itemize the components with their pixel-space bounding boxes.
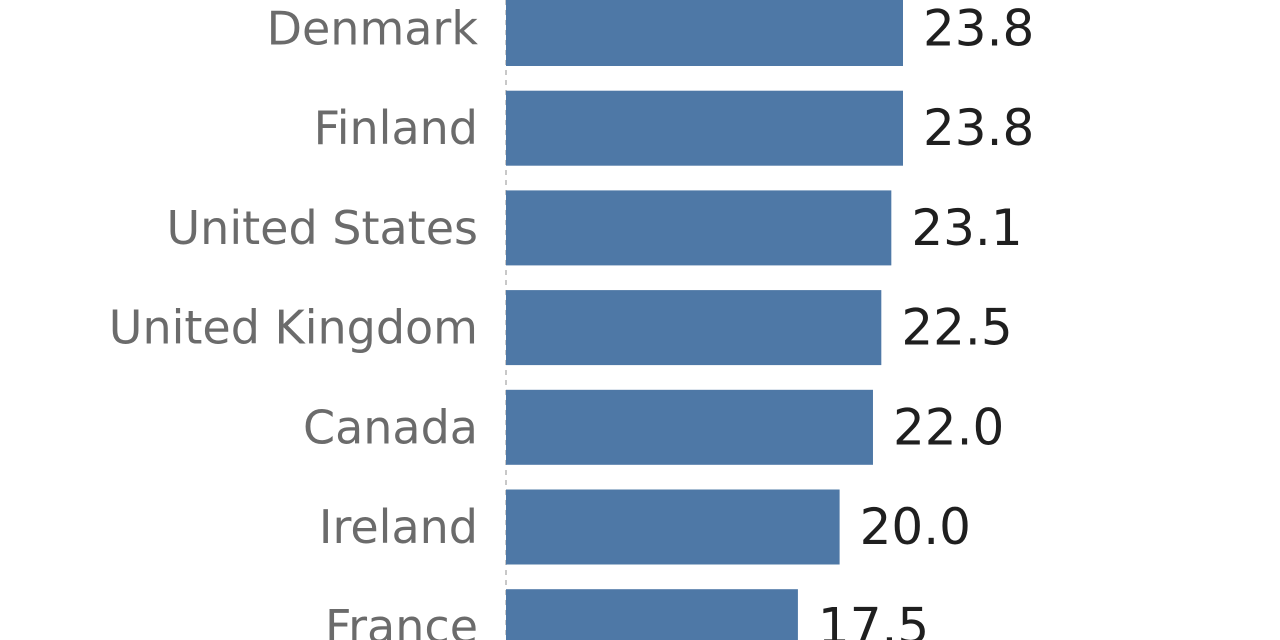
category-label-france: France xyxy=(325,600,478,640)
category-labels-group: Denmark Finland United States United Kingdo… xyxy=(109,2,479,640)
category-label-canada: Canada xyxy=(303,400,478,454)
bar-finland xyxy=(506,90,903,166)
category-label-united-kingdom: United Kingdom xyxy=(109,301,478,355)
value-label-ireland: 20.0 xyxy=(860,498,971,556)
bar-united-states xyxy=(506,190,892,266)
category-label-united-states: United States xyxy=(167,201,479,255)
value-label-united-states: 23.1 xyxy=(911,199,1022,257)
value-label-canada: 22.0 xyxy=(893,398,1004,456)
bar-france xyxy=(506,589,798,640)
value-label-united-kingdom: 22.5 xyxy=(901,299,1012,357)
bar-ireland xyxy=(506,489,840,565)
bar-united-kingdom xyxy=(506,290,882,366)
bars-group xyxy=(506,0,903,640)
value-label-france: 17.5 xyxy=(818,598,929,640)
category-label-finland: Finland xyxy=(314,101,478,155)
category-label-ireland: Ireland xyxy=(319,500,478,554)
value-label-denmark: 23.8 xyxy=(923,0,1034,58)
value-labels-group: 23.8 23.8 23.1 22.5 22.0 20.0 17.5 xyxy=(818,0,1034,640)
category-label-denmark: Denmark xyxy=(267,2,479,56)
value-label-finland: 23.8 xyxy=(923,99,1034,157)
bar-denmark xyxy=(506,0,903,66)
bar-canada xyxy=(506,389,873,465)
